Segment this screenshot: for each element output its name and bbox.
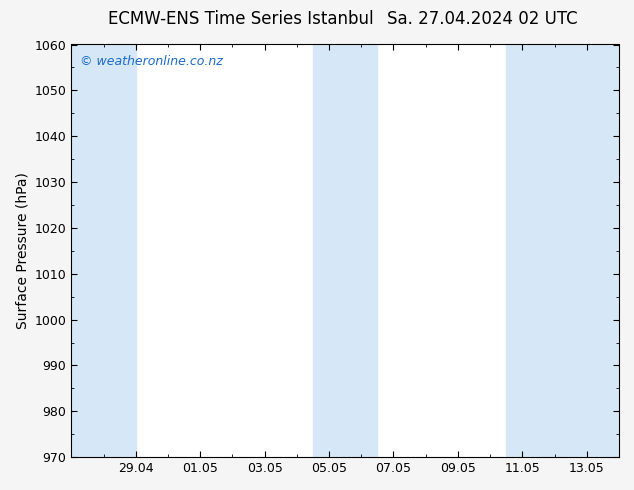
Bar (345, 45, 377, 457)
Bar (103, 45, 136, 457)
Y-axis label: Surface Pressure (hPa): Surface Pressure (hPa) (15, 172, 29, 329)
Text: © weatheronline.co.nz: © weatheronline.co.nz (79, 55, 223, 68)
Text: ECMW-ENS Time Series Istanbul: ECMW-ENS Time Series Istanbul (108, 10, 373, 28)
Bar (71, 45, 103, 457)
Text: Sa. 27.04.2024 02 UTC: Sa. 27.04.2024 02 UTC (387, 10, 577, 28)
Bar (538, 45, 619, 457)
Bar (506, 45, 538, 457)
Bar (313, 45, 345, 457)
